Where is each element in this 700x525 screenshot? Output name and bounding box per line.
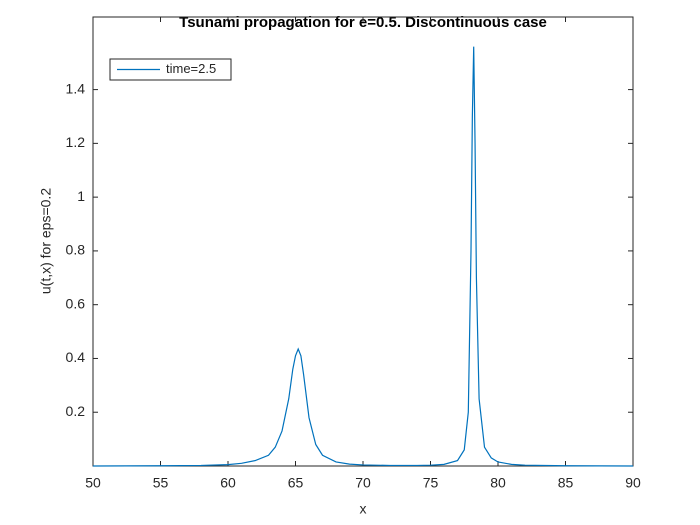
y-tick-label: 0.2 bbox=[66, 403, 86, 419]
x-tick-label: 75 bbox=[423, 475, 439, 491]
x-tick-label: 70 bbox=[355, 475, 371, 491]
y-tick-label: 0.6 bbox=[66, 295, 86, 311]
line-series bbox=[92, 46, 634, 467]
legend-label: time=2.5 bbox=[166, 61, 216, 76]
x-tick-label: 80 bbox=[490, 475, 506, 491]
x-tick-label: 85 bbox=[558, 475, 574, 491]
chart-title: Tsunami propagation for e=0.5. Discontin… bbox=[179, 14, 547, 31]
y-tick-label: 1.4 bbox=[66, 80, 86, 96]
x-tick-label: 60 bbox=[220, 475, 236, 491]
x-tick-label: 65 bbox=[288, 475, 304, 491]
y-tick-label: 1 bbox=[77, 188, 85, 204]
y-tick-label: 0.4 bbox=[66, 349, 86, 365]
y-axis-label: u(t,x) for eps=0.2 bbox=[38, 188, 54, 294]
legend-box bbox=[109, 58, 232, 81]
y-tick-label: 1.2 bbox=[66, 134, 86, 150]
y-tick-label: 0.8 bbox=[66, 242, 86, 258]
x-tick-label: 50 bbox=[85, 475, 101, 491]
x-axis-label: x bbox=[360, 501, 367, 517]
x-tick-label: 90 bbox=[625, 475, 641, 491]
plot-frame bbox=[92, 16, 634, 467]
x-tick-label: 55 bbox=[153, 475, 169, 491]
